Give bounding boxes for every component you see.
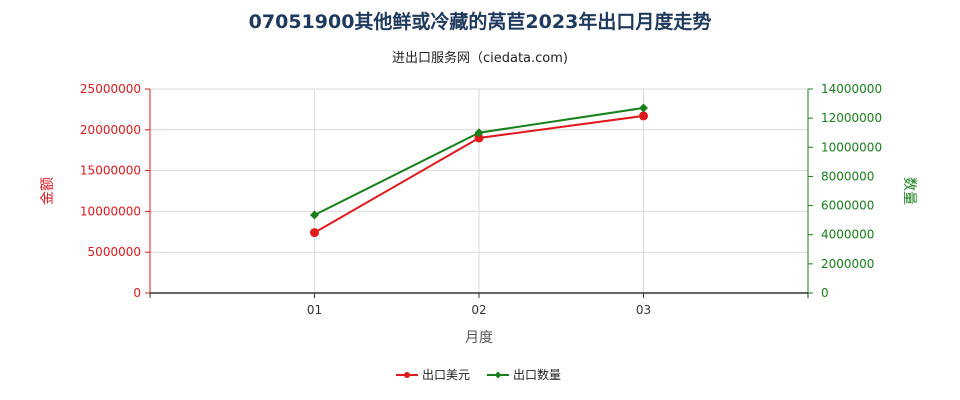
right-tick-label: 14000000 xyxy=(821,82,882,96)
series-layer xyxy=(310,103,648,238)
right-tick-label: 4000000 xyxy=(821,228,874,242)
right-tick-label: 6000000 xyxy=(821,199,874,213)
right-tick-label: 12000000 xyxy=(821,111,882,125)
series-2-point xyxy=(474,128,484,138)
right-tick-label: 2000000 xyxy=(821,257,874,271)
grid xyxy=(150,88,809,293)
series-1-point xyxy=(310,228,319,238)
left-axis-ticks: 0 5000000 10000000 15000000 20000000 25000000 xyxy=(80,82,150,300)
x-tick-label: 02 xyxy=(471,303,486,317)
left-axis-title: 金额 xyxy=(40,177,56,205)
right-axis-ticks: 0 2000000 4000000 6000000 8000000 10000000 120… xyxy=(808,82,882,300)
legend-series-2-marker xyxy=(494,371,502,379)
right-tick-label: 0 xyxy=(821,286,829,300)
right-tick-label: 8000000 xyxy=(821,169,874,183)
left-tick-label: 0 xyxy=(133,286,141,300)
series-1-point xyxy=(474,133,484,143)
series-2-point xyxy=(639,103,648,113)
chart-title: 07051900其他鲜或冷藏的莴苣2023年出口月度走势 xyxy=(249,10,712,33)
legend-series-1-marker xyxy=(404,372,410,378)
left-tick-label: 5000000 xyxy=(88,245,141,259)
series-1-point xyxy=(639,111,648,121)
series-2-point xyxy=(310,210,319,220)
x-tick-label: 01 xyxy=(307,303,322,317)
right-tick-label: 10000000 xyxy=(821,140,882,154)
x-axis-title: 月度 xyxy=(465,330,493,346)
x-tick-label: 03 xyxy=(636,303,651,317)
left-tick-label: 10000000 xyxy=(80,204,141,218)
legend-series-1-label: 出口美元 xyxy=(422,368,470,382)
left-tick-label: 25000000 xyxy=(80,82,141,96)
left-tick-label: 20000000 xyxy=(80,123,141,137)
chart-subtitle: 进出口服务网（ciedata.com) xyxy=(392,50,568,66)
legend: 出口美元 出口数量 xyxy=(396,367,561,382)
left-tick-label: 15000000 xyxy=(80,164,141,178)
legend-series-2-label: 出口数量 xyxy=(513,367,561,382)
right-axis-title: 数量 xyxy=(901,177,917,205)
x-axis-ticks: 01 02 03 xyxy=(149,293,809,317)
